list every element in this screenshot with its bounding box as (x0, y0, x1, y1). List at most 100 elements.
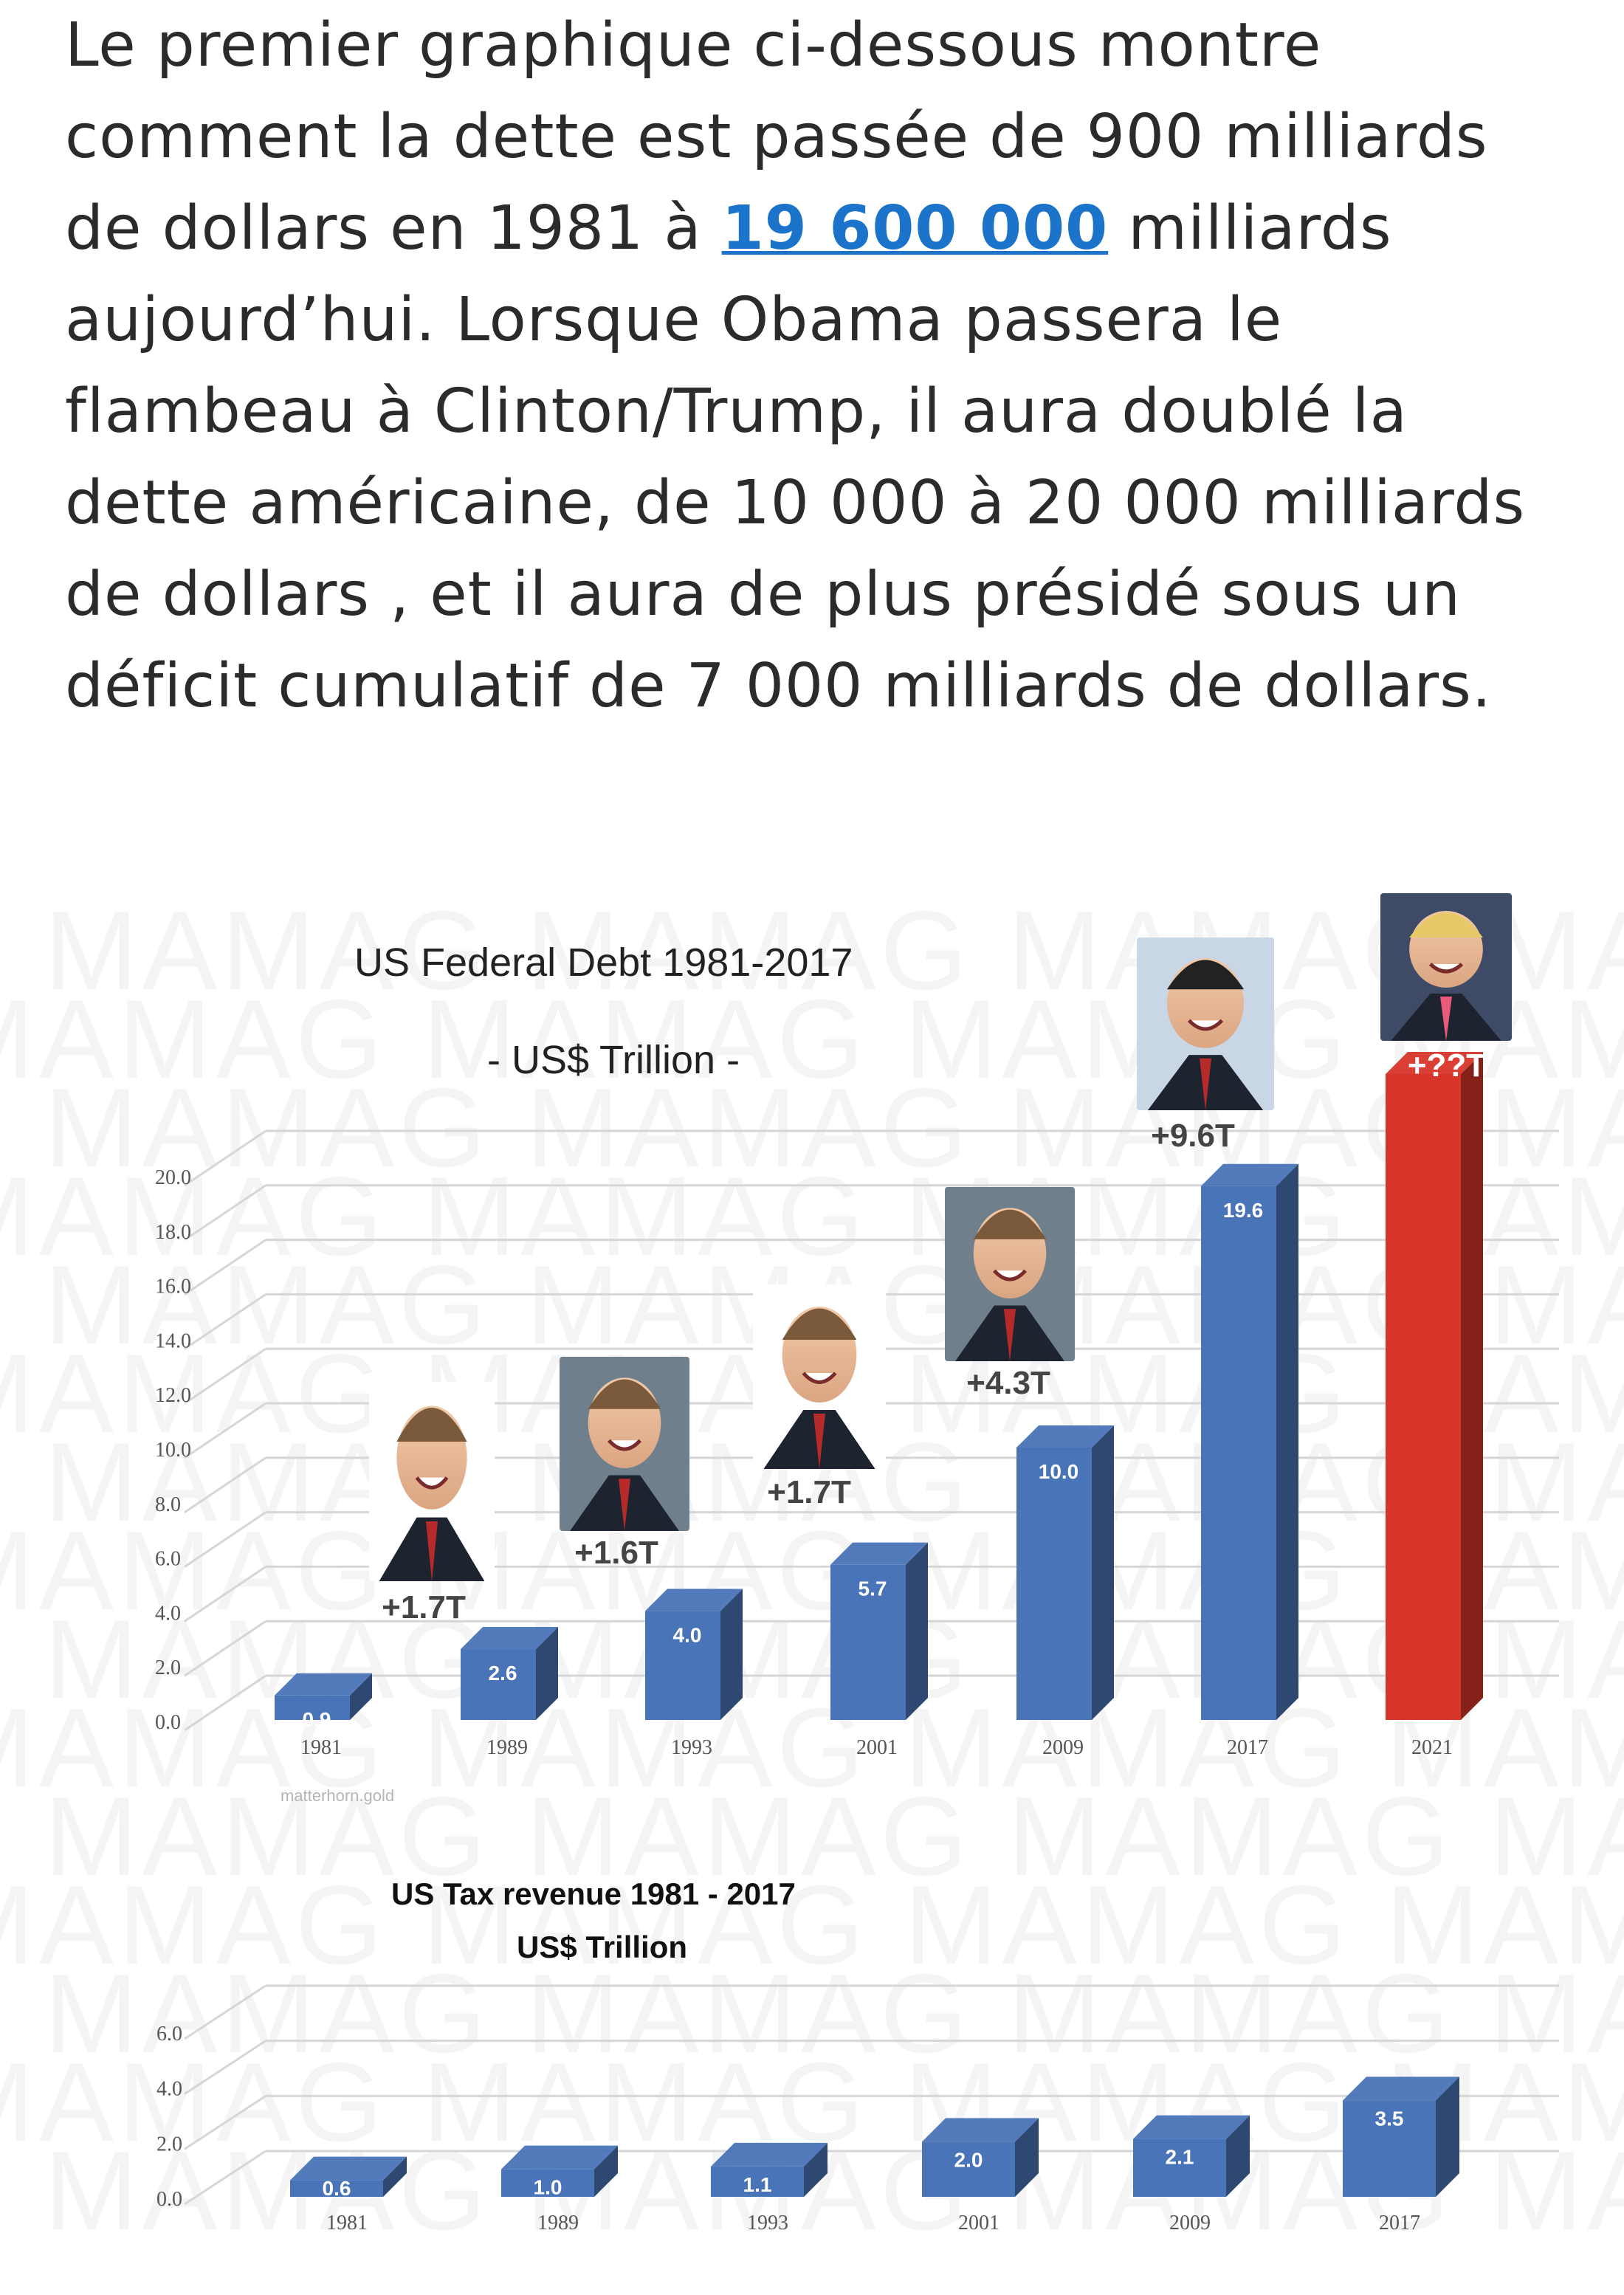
debt-chart-x-ticks: 1981 1989 1993 2001 2009 2017 2021 (300, 1736, 1453, 1759)
debt-gridline-diagonal (184, 1347, 266, 1405)
watermark-row: MAMAG MAMAG MAMAG MAMAG MAMAG MAMAG (0, 1685, 1624, 1811)
debt-chart-bars: 0.9 2.6 4.0 5.7 10.0 19.6 (275, 1052, 1483, 1731)
revenue-bar-value-label: 3.5 (1375, 2107, 1404, 2130)
revenue-gridline-diagonal (184, 1984, 266, 2040)
article-text-end: milliards aujourd’hui. Lorsque Obama pas… (65, 193, 1526, 721)
debt-bar-2017 (1201, 1163, 1298, 1720)
debt-bar-value-label: 10.0 (1039, 1460, 1079, 1483)
revenue-bar-2017 (1343, 2076, 1459, 2197)
debt-bar-2021 (1386, 1052, 1483, 1720)
debt-y-tick: 18.0 (155, 1221, 191, 1244)
debt-gridline-diagonal (184, 1511, 266, 1568)
revenue-y-tick: 4.0 (156, 2078, 182, 2101)
debt-increase-annotation: +1.7T (767, 1474, 851, 1510)
debt-chart-source: matterhorn.gold (281, 1786, 394, 1805)
revenue-x-tick: 2001 (958, 2212, 999, 2234)
debt-x-tick: 2009 (1042, 1736, 1084, 1759)
debt-y-tick: 8.0 (155, 1493, 181, 1516)
debt-bar-value-label: 5.7 (859, 1577, 887, 1600)
debt-gridline-diagonal (184, 1293, 266, 1350)
debt-y-tick: 10.0 (155, 1439, 191, 1462)
debt-x-tick: 1981 (300, 1736, 342, 1759)
debt-chart-title: US Federal Debt 1981-2017 (354, 940, 853, 985)
debt-chart-subtitle: - US$ Trillion - (487, 1038, 740, 1082)
debt-y-tick: 6.0 (155, 1548, 181, 1571)
watermark-row: MAMAG MAMAG MAMAG MAMAG MAMAG MAMAG (0, 1508, 1624, 1634)
debt-chart-annotations: +1.7T +1.6T +1.7T +4.3T +9.6T +??T (369, 893, 1512, 1625)
debt-bar-2009 (1016, 1425, 1114, 1720)
debt-y-tick: 12.0 (155, 1384, 191, 1407)
watermark-layer: MAMAG MAMAG M AMAG MAMAG MAMAG MAMAG MAMA… (0, 888, 1624, 2254)
revenue-bar-1993 (711, 2142, 828, 2197)
debt-gridline-diagonal (184, 1674, 266, 1732)
debt-chart-y-ticks: 0.0 2.0 4.0 6.0 8.0 10.0 12.0 14.0 16.0 18.0 20.0 (155, 1166, 191, 1734)
debt-y-tick: 16.0 (155, 1276, 191, 1298)
revenue-x-tick: 2009 (1169, 2212, 1211, 2234)
watermark-row: MAMAG MAMAG MAMAG MAMAG MAMAG MAMAG (44, 888, 1624, 1014)
revenue-gridline-diagonal (184, 2150, 266, 2206)
debt-bar-value-label: 19.6 (1223, 1199, 1264, 1222)
debt-increase-annotation: +1.6T (574, 1535, 658, 1571)
article-text-start: Le premier graphique ci-dessous montre c… (65, 10, 1488, 264)
revenue-bar-value-label: 2.1 (1166, 2146, 1194, 2169)
bush-jr-caricature-icon (945, 1187, 1075, 1361)
debt-gridline-diagonal (184, 1566, 266, 1623)
obama-caricature-icon (1137, 937, 1274, 1110)
debt-increase-annotation: +4.3T (966, 1365, 1050, 1401)
debt-gridline-diagonal (184, 1402, 266, 1459)
revenue-bar-1981 (290, 2156, 407, 2197)
debt-bar-value-label: 4.0 (673, 1623, 702, 1646)
revenue-y-tick: 0.0 (156, 2188, 182, 2211)
revenue-bar-value-label: 1.1 (743, 2173, 772, 2196)
revenue-x-tick: 2017 (1379, 2212, 1420, 2234)
bush-sr-caricature-icon (560, 1357, 689, 1531)
watermark-row: MAMAG MAMAG MAMAG MAMAG MAMAG MAMAG (44, 1065, 1624, 1191)
tax-revenue-chart: 0.0 2.0 4.0 6.0 0.6 1.0 1.1 2.0 2.1 3.5 1981 1989… (156, 1876, 1559, 2234)
reagan-caricature-icon (369, 1382, 495, 1581)
debt-bar-1981 (275, 1673, 372, 1720)
revenue-y-tick: 2.0 (156, 2133, 182, 2155)
debt-gridline-diagonal (184, 1239, 266, 1296)
revenue-x-tick: 1989 (537, 2212, 579, 2234)
debt-y-tick: 14.0 (155, 1329, 191, 1352)
trump-photo-icon (1380, 893, 1512, 1041)
debt-gridline-diagonal (184, 1620, 266, 1677)
revenue-chart-x-ticks: 1981 1989 1993 2001 2009 2017 (326, 2212, 1420, 2234)
debt-y-tick: 4.0 (155, 1602, 181, 1625)
watermark-row: MAMAG MAMAG MAMAG MAMAG MAMAG MAMAG (0, 977, 1624, 1102)
debt-gridline-diagonal (184, 1184, 266, 1242)
revenue-gridline-diagonal (184, 2095, 266, 2150)
debt-bar-2001 (830, 1542, 928, 1720)
debt-increase-annotation: +??T (1408, 1047, 1486, 1084)
watermark-row: MAMAG MAMAG MAMAG MAMAG MAMAG MAMAG (44, 1774, 1624, 1899)
debt-link[interactable]: 19 600 000 (721, 193, 1109, 264)
clinton-caricature-icon (753, 1284, 886, 1469)
federal-debt-chart: 0.02.04.06.08.010.012.014.016.018.020.0 … (155, 893, 1559, 1805)
revenue-chart-bars: 0.6 1.0 1.1 2.0 2.1 3.5 (290, 2076, 1459, 2200)
revenue-bar-2001 (922, 2118, 1039, 2197)
revenue-bar-value-label: 0.6 (323, 2177, 351, 2200)
revenue-gridline-diagonal (184, 2040, 266, 2095)
debt-gridline-diagonal (184, 1456, 266, 1514)
revenue-chart-y-ticks: 0.0 2.0 4.0 6.0 (156, 2023, 182, 2211)
revenue-x-tick: 1993 (747, 2212, 788, 2234)
debt-bar-1993 (645, 1589, 743, 1720)
revenue-bar-1989 (501, 2145, 618, 2197)
debt-x-tick: 2021 (1411, 1736, 1453, 1759)
revenue-bar-value-label: 1.0 (534, 2176, 562, 2199)
debt-bar-value-label: 0.9 (303, 1708, 331, 1731)
revenue-x-tick: 1981 (326, 2212, 368, 2234)
debt-x-tick: 2017 (1227, 1736, 1268, 1759)
debt-y-tick: 20.0 (155, 1166, 191, 1189)
debt-increase-annotation: +1.7T (382, 1589, 466, 1625)
article-paragraph: Le premier graphique ci-dessous montre c… (65, 0, 1571, 732)
watermark-row: MAMAG MAMAG MAMAG MAMAG MAMAG MAMAG (44, 1951, 1624, 2076)
debt-increase-annotation: +9.6T (1151, 1118, 1235, 1154)
revenue-chart-title: US Tax revenue 1981 - 2017 (391, 1876, 796, 1911)
debt-gridline-diagonal (184, 1129, 266, 1187)
watermark-row: MAMAG MAMAG MAMAG MAMAG MAMAG MAMAG (0, 1862, 1624, 1988)
debt-bar-value-label: 2.6 (489, 1662, 517, 1685)
debt-x-tick: 1989 (486, 1736, 528, 1759)
debt-x-tick: 1993 (671, 1736, 712, 1759)
